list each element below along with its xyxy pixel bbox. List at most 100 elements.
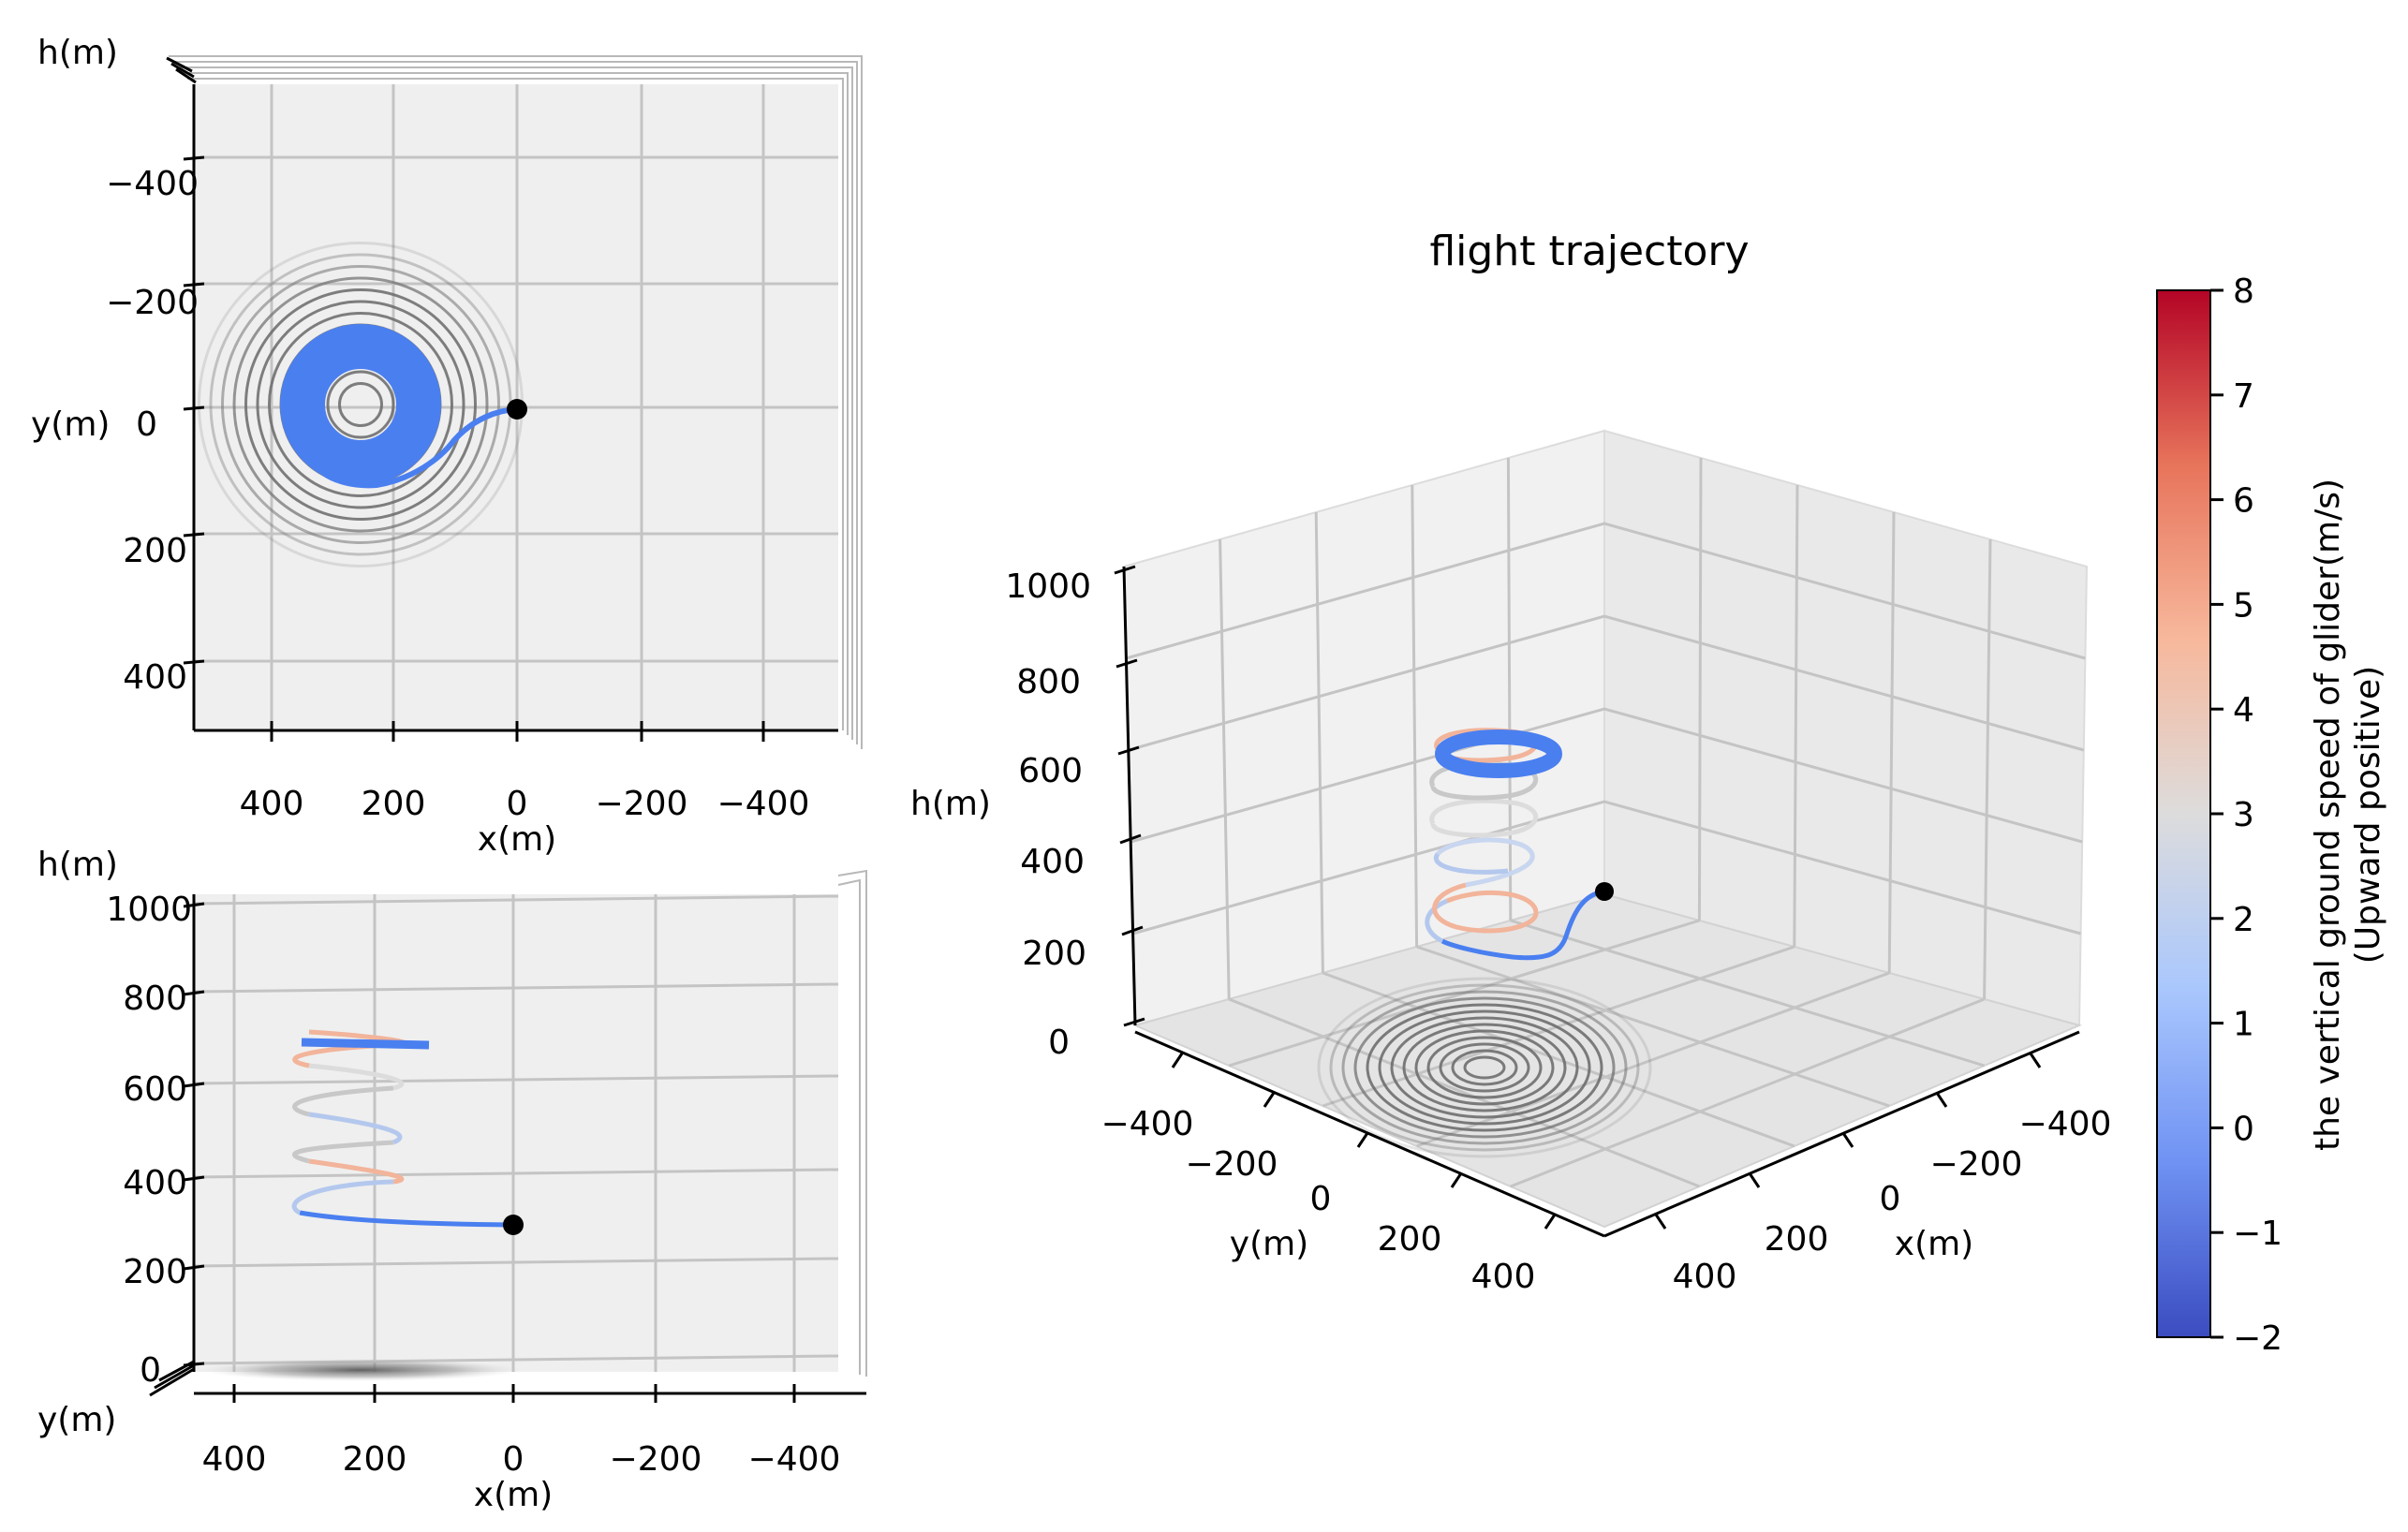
top-y-tick-label: 400: [123, 658, 187, 697]
side-spiral-arc: [291, 1179, 394, 1215]
side-grid-line: [193, 1168, 839, 1179]
grid-line-3d: [1510, 997, 1986, 1188]
floor-contour-ring: [1451, 1049, 1518, 1086]
side-h-ticks: [183, 902, 205, 1367]
x-tick-label-3d: −200: [1930, 1145, 2023, 1184]
y-axis-3d: [1134, 1030, 1605, 1238]
top-x-tick-label: −200: [596, 785, 688, 823]
grid-line-3d: [1130, 707, 2083, 844]
colorbar-tick-label: 6: [2233, 482, 2254, 521]
top-x-axis-label: x(m): [478, 820, 556, 859]
side-x-axis-label: x(m): [474, 1476, 553, 1514]
h-ticks-3d: [1114, 565, 1145, 1027]
side-pane-bg: [194, 894, 838, 1372]
top-frame-lines: [169, 55, 863, 749]
floor-contour-ring: [1353, 996, 1616, 1139]
side-spiral-arc: [308, 1112, 403, 1145]
x-axis-label-3d: x(m): [1895, 1225, 1973, 1263]
side-grid-line: [193, 982, 839, 994]
y-tick-labels-3d: −400 −200 0 200 400: [1101, 1105, 1536, 1296]
colorbar-label-line1: the vertical ground speed of glider(m/s): [2309, 479, 2347, 1151]
side-x-tick-label: −200: [610, 1440, 702, 1479]
top-trajectory-ring: [280, 324, 441, 485]
grid-line-3d: [1793, 484, 1799, 948]
grid-line-3d: [1983, 538, 1992, 1000]
side-h-tick-label: 200: [123, 1253, 187, 1291]
h-tick-labels-3d: 0 200 400 600 800 1000: [1005, 567, 1091, 1062]
top-trajectory: [280, 324, 527, 489]
top-end-point: [507, 399, 527, 420]
panel-top-view: 400 200 0 −200 −400 −400 −200 0 200 400 …: [31, 34, 863, 859]
grid-line-3d: [1132, 800, 2082, 935]
top-x-tick-label: 0: [507, 785, 528, 823]
grid-line-3d: [1416, 945, 1890, 1108]
top-axes: [166, 56, 838, 742]
spiral-arc: [1436, 837, 1535, 888]
floor-contour-ring: [1366, 1003, 1603, 1132]
h-tick-label-3d: 1000: [1005, 567, 1091, 606]
side-grid: [193, 894, 839, 1372]
top-circle-3d: [1435, 729, 1562, 778]
top-x-tick-label: 200: [362, 785, 426, 823]
x-tick-label-3d: −400: [2019, 1105, 2112, 1143]
top-h-axis-label: h(m): [37, 34, 118, 72]
side-trajectory: [291, 1029, 524, 1235]
top-contour-ring: [221, 265, 500, 544]
x-ticks-3d: [1654, 1053, 2042, 1230]
h-tick-label-3d: 800: [1016, 663, 1081, 701]
chart-title: flight trajectory: [1429, 228, 1749, 275]
floor-contour-ring: [1378, 1009, 1591, 1126]
colorbar-tick-label: 1: [2233, 1006, 2254, 1044]
h-tick-label-3d: 400: [1020, 843, 1085, 881]
floor-contour-ring: [1439, 1042, 1530, 1093]
side-frame-lines: [837, 869, 867, 1377]
side-end-point: [503, 1215, 524, 1235]
top-y-axis-label: y(m): [31, 405, 110, 444]
colorbar: −2 −1 0 1 2 3 4 5 6 7 8 the vertical ground speed …: [2156, 273, 2387, 1358]
grid-line-3d: [1887, 511, 1896, 974]
spiral-arc: [1429, 798, 1539, 838]
h-tick-label-3d: 200: [1022, 935, 1086, 973]
grid-line-3d: [1219, 538, 1231, 1000]
top-contour-ring: [244, 288, 477, 521]
side-h-tick-label: 400: [123, 1164, 187, 1202]
top-y-tick-label: 0: [136, 405, 157, 444]
side-grid-line: [193, 1257, 839, 1268]
floor-contour-ring: [1463, 1055, 1506, 1080]
floor-contours: [1317, 977, 1652, 1158]
side-h-tick-labels: 0 200 400 600 800 1000: [106, 891, 192, 1390]
h-tick-label-3d: 600: [1018, 752, 1083, 790]
side-x-ticks: [232, 1384, 796, 1403]
side-x-tick-label: 400: [202, 1440, 267, 1479]
colorbar-tick-label: 8: [2233, 273, 2254, 311]
side-h-axis-label: h(m): [37, 846, 118, 884]
panel-side-view: 0 200 400 600 800 1000 400 200 0 −200 −4…: [37, 846, 867, 1514]
side-x-tick-labels: 400 200 0 −200 −400: [202, 1440, 841, 1479]
grid-line-3d: [1128, 614, 2085, 752]
side-axes: [149, 894, 866, 1403]
floor-contour-ring: [1317, 977, 1652, 1158]
grid-3d: [1125, 457, 2086, 1188]
colorbar-label-line2: (Upward positive): [2349, 666, 2387, 964]
top-contour-ring: [256, 300, 465, 509]
y-tick-label-3d: −400: [1101, 1105, 1194, 1143]
side-spiral-arc: [292, 1140, 394, 1164]
floor-contour-ring: [1390, 1016, 1579, 1119]
floor-contour-ring: [1426, 1036, 1543, 1099]
panel-3d-view: flight trajectory: [910, 228, 2111, 1296]
top-contour-ring: [326, 370, 395, 439]
colorbar-tick-label: 2: [2233, 901, 2254, 939]
y-axis-label-3d: y(m): [1230, 1225, 1308, 1263]
y-tick-label-3d: 400: [1471, 1258, 1536, 1296]
grid-line-3d: [1228, 997, 1700, 1188]
side-spiral-tail: [299, 1210, 514, 1228]
colorbar-ticks: −2 −1 0 1 2 3 4 5 6 7 8: [2210, 273, 2282, 1358]
spiral-arc: [1433, 852, 1509, 875]
colorbar-tick-label: 4: [2233, 691, 2254, 729]
top-y-tick-label: −400: [106, 165, 199, 203]
h-axis-label-3d: h(m): [910, 785, 991, 823]
top-x-tick-labels: 400 200 0 −200 −400: [240, 785, 810, 823]
side-floor-shadow: [201, 1359, 520, 1381]
side-x-tick-label: 200: [343, 1440, 407, 1479]
